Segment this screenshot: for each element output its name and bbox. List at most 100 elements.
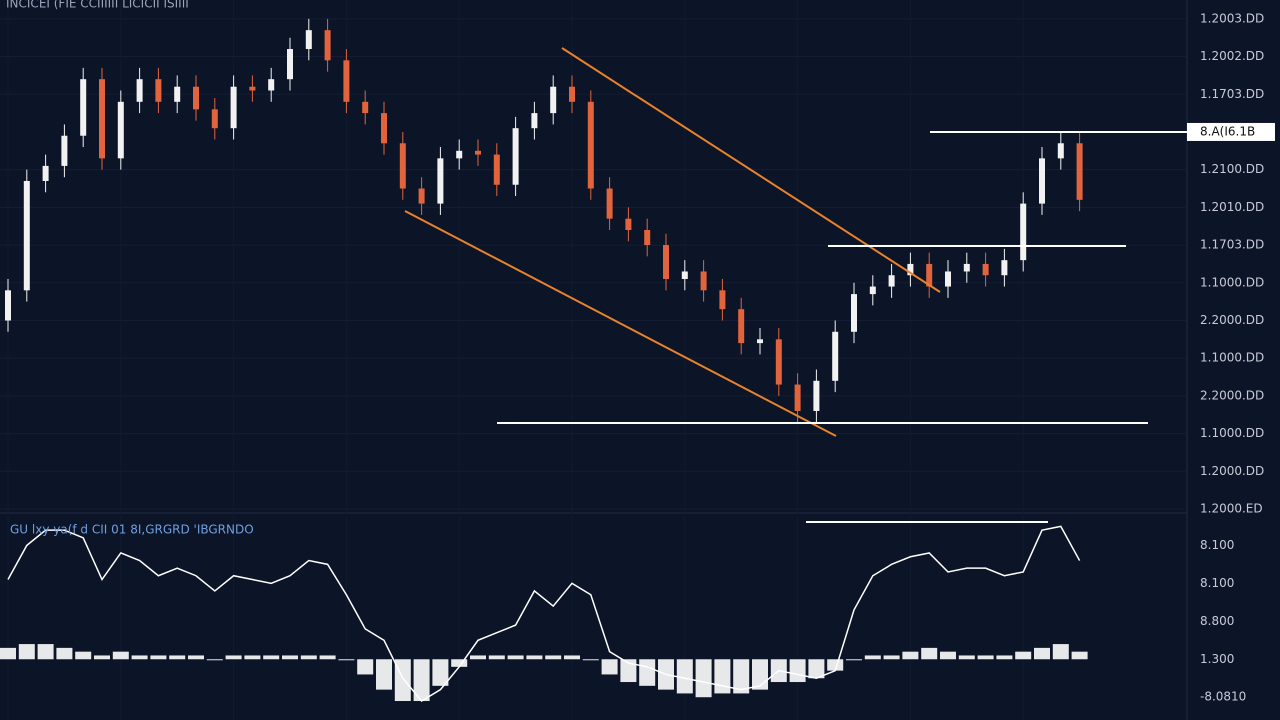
candle-body (945, 271, 951, 287)
candle-body (738, 309, 745, 344)
histogram-bar (864, 655, 881, 660)
y-tick-label: 1.2003.DD (1200, 11, 1264, 25)
histogram-bar (714, 659, 731, 694)
histogram-bar (0, 647, 16, 660)
candle-body (869, 286, 876, 295)
candle-body (531, 113, 538, 129)
histogram-bar (564, 655, 580, 660)
y-tick-label: 1.2000.ED (1200, 502, 1263, 516)
histogram-bar (394, 659, 411, 702)
y-tick-label: 1.1703.DD (1200, 87, 1264, 101)
candle-body (888, 275, 895, 287)
candle-body (193, 86, 199, 110)
candle-body (399, 143, 406, 189)
candle-body (550, 86, 557, 114)
histogram-bar (695, 659, 712, 698)
histogram-bar (188, 655, 204, 660)
candle-body (493, 154, 500, 185)
y-tick-label: 2.2000.DD (1200, 313, 1264, 327)
candle-body (249, 86, 256, 91)
candle-body (305, 30, 312, 50)
histogram-bar (846, 659, 862, 661)
grid (0, 18, 1187, 510)
histogram-bar (376, 659, 392, 690)
histogram-bar (808, 659, 825, 679)
candle-body (963, 263, 970, 272)
candle-body (42, 165, 49, 181)
candle-body (681, 271, 688, 280)
histogram-bar (150, 655, 167, 660)
histogram-bar (601, 659, 618, 675)
histogram-bar (1034, 647, 1050, 660)
histogram-bar (282, 655, 298, 660)
histogram-bar (526, 655, 543, 660)
candle-body (1057, 143, 1064, 159)
y-tick-label: 1.1703.DD (1200, 238, 1264, 252)
histogram-bar (225, 655, 242, 660)
candle-body (757, 339, 763, 344)
histogram-bar (357, 659, 374, 675)
trend-line (561, 47, 941, 293)
histogram-bar (37, 644, 54, 660)
candle-body (1076, 143, 1083, 200)
candle-body (80, 79, 87, 136)
candle-body (1001, 260, 1008, 276)
y-tick-label: 8.800 (1200, 614, 1234, 628)
histogram-bar (413, 659, 430, 702)
last-price-box (1187, 122, 1275, 141)
candle-body (1039, 158, 1045, 204)
candle-body (343, 60, 350, 102)
y-tick-label: 8.100 (1200, 576, 1234, 590)
histogram-bar (131, 655, 148, 660)
histogram-bar (545, 655, 562, 660)
candle-body (832, 331, 839, 381)
candle-body (230, 86, 237, 129)
y-tick-label: -8.0810 (1200, 690, 1246, 704)
histogram-bar (883, 655, 900, 660)
candle-body (362, 101, 369, 114)
histogram-bar (1015, 651, 1032, 660)
histogram-bar (977, 655, 994, 660)
last-price-label: 8.A(I6.1B (1200, 124, 1255, 138)
histogram-bar (56, 647, 73, 660)
candle-body (287, 49, 293, 80)
y-tick-label: 1.2100.DD (1200, 162, 1264, 176)
histogram-bar (921, 647, 938, 660)
candle-body (5, 290, 11, 321)
histogram-bar (507, 655, 524, 660)
candle-body (117, 101, 124, 159)
candle-body (644, 229, 651, 246)
histogram-bar (752, 659, 768, 690)
trend-line (404, 210, 837, 437)
y-tick-label: 1.2010.DD (1200, 200, 1264, 214)
histogram-bar (676, 659, 693, 694)
candle-body (587, 101, 594, 189)
candle-body (700, 271, 707, 291)
candle-body (512, 128, 519, 185)
y-tick-label: 2.2000.DD (1200, 388, 1264, 402)
candle-body (606, 188, 613, 219)
y-tick-label: 1.1000.DD (1200, 426, 1264, 440)
histogram-bar (827, 659, 844, 671)
histogram-bar (770, 659, 787, 683)
candle-body (456, 150, 463, 159)
candle-body (99, 79, 105, 159)
candle-body (663, 245, 669, 280)
candle-body (569, 86, 575, 102)
histogram-bar (18, 644, 35, 660)
histogram-bar (112, 651, 129, 660)
histogram-bar (1052, 644, 1069, 660)
histogram-bar (319, 655, 336, 660)
candle-body (794, 384, 801, 411)
marks (0, 18, 1187, 702)
histogram-bar (244, 655, 261, 660)
candle-body (625, 218, 632, 230)
histogram-bar (488, 655, 505, 660)
histogram-bar (263, 655, 280, 660)
oscillator-title: GU lxy ya(f d CII 01 8I,GRGRD 'IBGRNDO (10, 523, 254, 537)
histogram-bar (432, 659, 449, 686)
candle-body (851, 294, 857, 332)
chart-title: INCICEI (FIE CCIIIIII LICICII ISIIII (6, 0, 189, 11)
candle-body (23, 180, 30, 291)
